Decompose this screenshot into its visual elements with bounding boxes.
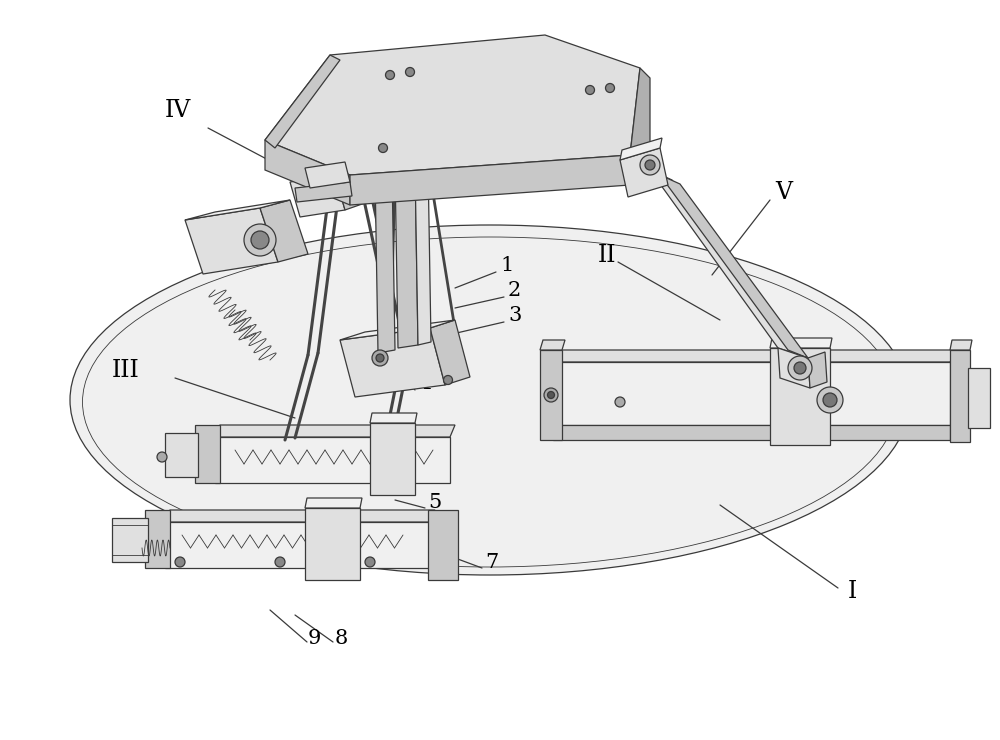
Polygon shape [630,68,650,185]
Text: 3: 3 [508,306,521,325]
Text: 5: 5 [428,493,441,511]
Circle shape [365,557,375,567]
Text: 1: 1 [500,255,513,275]
Polygon shape [335,168,365,210]
Polygon shape [778,348,810,388]
Circle shape [175,557,185,567]
Circle shape [544,388,558,402]
Polygon shape [370,423,415,495]
Polygon shape [215,437,450,483]
Text: 6: 6 [418,517,431,536]
Circle shape [376,354,384,362]
Text: 4: 4 [418,374,431,392]
Polygon shape [620,148,668,197]
Polygon shape [185,208,278,274]
Text: 2: 2 [508,280,521,300]
Circle shape [372,350,388,366]
Polygon shape [195,425,220,483]
Polygon shape [968,368,990,428]
Polygon shape [808,352,827,388]
Polygon shape [305,508,360,580]
Polygon shape [340,320,455,340]
Circle shape [640,155,660,175]
Polygon shape [305,162,350,188]
Polygon shape [650,170,800,355]
Circle shape [251,231,269,249]
Circle shape [817,387,843,413]
Text: 9: 9 [308,628,321,648]
Circle shape [788,356,812,380]
Polygon shape [165,510,435,522]
Polygon shape [430,320,470,385]
Text: 8: 8 [335,628,348,648]
Polygon shape [112,518,148,562]
Ellipse shape [70,225,910,575]
Polygon shape [553,425,950,440]
Circle shape [157,452,167,462]
Polygon shape [553,362,950,425]
Polygon shape [770,338,832,348]
Text: II: II [598,243,616,266]
Circle shape [794,362,806,374]
Polygon shape [415,162,431,345]
Circle shape [548,391,554,399]
Polygon shape [540,340,565,350]
Circle shape [386,70,395,79]
Polygon shape [950,350,970,442]
Polygon shape [290,175,345,217]
Polygon shape [540,350,562,440]
Text: V: V [775,181,792,204]
Polygon shape [265,35,640,175]
Polygon shape [950,340,972,350]
Text: IV: IV [165,98,191,121]
Polygon shape [620,138,662,160]
Circle shape [444,375,453,385]
Polygon shape [395,165,418,348]
Circle shape [379,144,388,152]
Text: I: I [848,580,857,604]
Polygon shape [215,425,455,437]
Polygon shape [428,510,458,580]
Polygon shape [265,140,350,205]
Text: 7: 7 [485,553,498,571]
Circle shape [586,86,594,95]
Polygon shape [660,175,808,358]
Polygon shape [305,498,362,508]
Circle shape [615,397,625,407]
Text: III: III [112,358,140,382]
Polygon shape [185,200,290,220]
Circle shape [606,84,614,92]
Polygon shape [340,328,445,397]
Polygon shape [370,413,417,423]
Polygon shape [350,155,630,205]
Polygon shape [145,510,170,568]
Circle shape [645,160,655,170]
Circle shape [406,67,415,76]
Polygon shape [265,55,340,148]
Polygon shape [260,200,308,262]
Polygon shape [770,348,830,445]
Polygon shape [165,433,198,477]
Circle shape [823,393,837,407]
Circle shape [244,224,276,256]
Polygon shape [375,169,395,353]
Polygon shape [553,350,958,362]
Circle shape [275,557,285,567]
Polygon shape [295,182,352,202]
Polygon shape [165,522,430,568]
